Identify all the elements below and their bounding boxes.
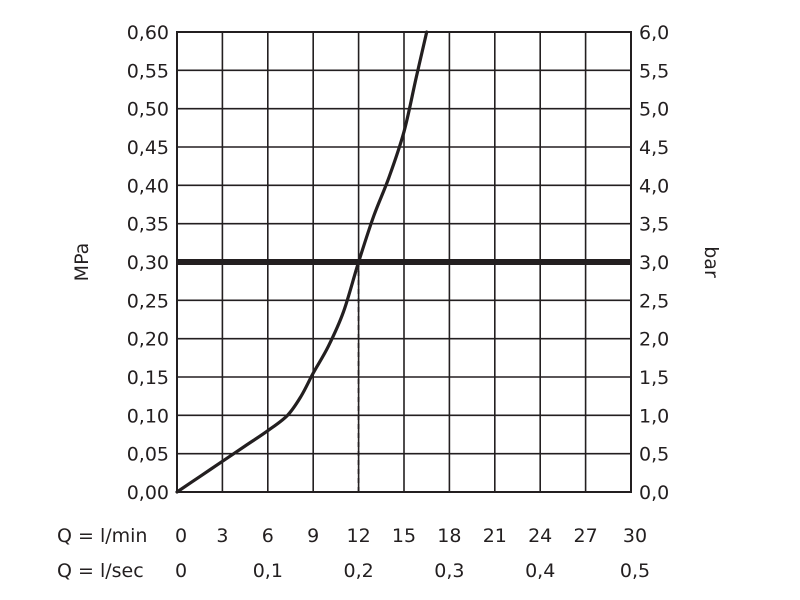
y-tick-label-right: 5,0 [639,99,669,121]
y-tick-label-right: 1,0 [639,405,669,427]
y-tick-label-left: 0,35 [127,214,169,236]
flow-pressure-curve [175,30,429,494]
x-tick-label-lmin: 0 [175,525,187,547]
y-tick-label-left: 0,25 [127,290,169,312]
x-tick-label-lmin: 18 [437,525,461,547]
y-tick-label-left: 0,05 [127,444,169,466]
y-tick-label-left: 0,40 [127,175,169,197]
y-tick-label-right: 0,0 [639,482,669,504]
y-tick-label-left: 0,00 [127,482,169,504]
y-tick-label-left: 0,20 [127,329,169,351]
y-tick-label-left: 0,55 [127,60,169,82]
x-tick-label-lsec: 0,1 [253,560,283,582]
y-tick-label-left: 0,10 [127,405,169,427]
x-tick-label-lsec: 0,5 [620,560,650,582]
y-tick-label-left: 0,50 [127,99,169,121]
y-tick-label-right: 4,5 [639,137,669,159]
x-tick-label-lsec: 0 [175,560,187,582]
right-y-axis-label: bar [700,246,722,278]
x-tick-label-lsec: 0,2 [343,560,373,582]
left-y-tick-labels: 0,00 0,05 0,10 0,15 0,20 0,25 0,30 0,35 0,40 0,45… [127,22,169,504]
x-tick-label-lmin: 12 [347,525,371,547]
x-tick-label-lsec: 0,3 [434,560,464,582]
x-tick-label-lmin: 27 [574,525,598,547]
y-tick-label-left: 0,30 [127,252,169,274]
x-tick-label-lmin: 30 [623,525,647,547]
x-tick-labels: 0 3 6 9 12 15 18 21 24 27 30 0 0,1 0,2 0,3 0,4 0,5 [175,525,650,582]
y-tick-label-right: 3,5 [639,214,669,236]
x-tick-label-lmin: 15 [392,525,416,547]
y-tick-label-right: 0,5 [639,444,669,466]
x-tick-label-lsec: 0,4 [525,560,555,582]
y-tick-label-left: 0,60 [127,22,169,44]
y-tick-label-right: 5,5 [639,60,669,82]
right-y-tick-labels: 0,0 0,5 1,0 1,5 2,0 2,5 3,0 3,5 4,0 4,5 5,0 5,5 6,0 [639,22,669,504]
y-tick-label-left: 0,15 [127,367,169,389]
x-tick-label-lmin: 9 [307,525,319,547]
x-tick-label-lmin: 6 [262,525,274,547]
y-tick-label-right: 6,0 [639,22,669,44]
y-tick-label-left: 0,45 [127,137,169,159]
y-tick-label-right: 4,0 [639,175,669,197]
y-tick-label-right: 2,5 [639,290,669,312]
x-axis-lmin-label: Q = l/min [57,525,147,547]
y-tick-label-right: 3,0 [639,252,669,274]
x-axis-lsec-label: Q = l/sec [57,560,144,582]
x-tick-label-lmin: 24 [528,525,552,547]
left-y-axis-label: MPa [71,243,93,282]
x-tick-label-lmin: 21 [483,525,507,547]
x-tick-label-lmin: 3 [216,525,228,547]
y-tick-label-right: 2,0 [639,329,669,351]
y-tick-label-right: 1,5 [639,367,669,389]
